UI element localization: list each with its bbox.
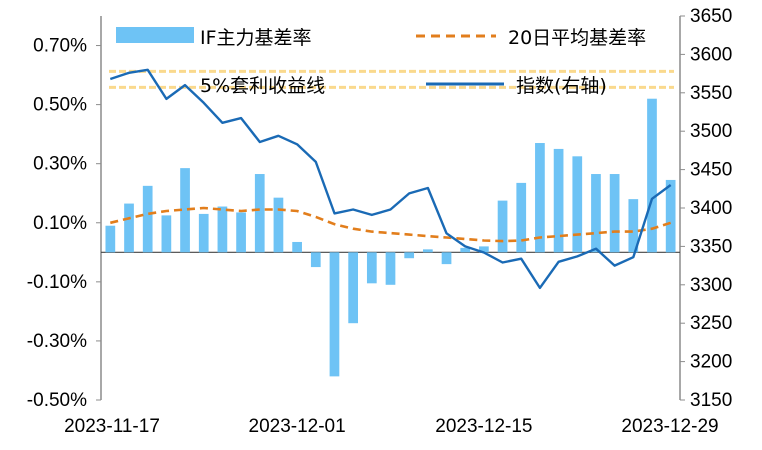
series-lines xyxy=(109,68,674,290)
basis-bar xyxy=(591,174,601,253)
basis-bar xyxy=(609,174,620,253)
basis-bar xyxy=(142,185,153,253)
legend-label: 5%套利收益线 xyxy=(200,75,325,97)
right-tick-label: 3250 xyxy=(690,313,732,334)
left-tick-label: -0.30% xyxy=(27,331,87,352)
right-tick-label: 3350 xyxy=(690,236,732,257)
left-tick-label: 0.70% xyxy=(33,36,87,57)
index-line xyxy=(109,68,672,290)
basis-bar xyxy=(422,249,433,253)
legend-swatch-bar xyxy=(116,27,194,43)
x-tick-label: 2023-12-01 xyxy=(249,416,346,437)
basis-bar xyxy=(236,212,246,253)
basis-bar xyxy=(254,174,265,253)
basis-bar xyxy=(180,168,190,253)
axes-layer: -0.50% -0.30% -0.10% 0.10% 0.30% 0.50% 0.70% 31… xyxy=(27,6,732,437)
right-tick-label: 3600 xyxy=(690,44,732,65)
right-tick-label: 3150 xyxy=(690,390,732,411)
basis-bar xyxy=(366,252,377,284)
x-tick-label: 2023-12-29 xyxy=(621,416,718,437)
basis-bar xyxy=(217,206,228,253)
right-tick-label: 3200 xyxy=(690,352,732,373)
right-tick-label: 3650 xyxy=(690,6,732,27)
ma20-basis-line xyxy=(109,206,672,243)
left-tick-label: 0.50% xyxy=(33,95,87,116)
basis-bar xyxy=(497,200,508,253)
basis-bar xyxy=(161,215,172,253)
left-tick-label: -0.10% xyxy=(27,272,87,293)
basis-bar xyxy=(105,225,116,253)
legend: IF主力基差率 20日平均基差率 5%套利收益线 指数(右轴) xyxy=(116,27,646,97)
legend-label: IF主力基差率 xyxy=(200,27,312,49)
basis-bar xyxy=(647,98,657,253)
basis-bar xyxy=(348,252,359,324)
right-tick-label: 3400 xyxy=(690,198,732,219)
right-tick-label: 3550 xyxy=(690,83,732,104)
basis-bar xyxy=(553,148,564,253)
basis-bar xyxy=(441,252,452,265)
right-tick-label: 3450 xyxy=(690,160,732,181)
left-tick-label: 0.10% xyxy=(33,213,87,234)
basis-bar xyxy=(329,252,340,377)
left-tick-label: -0.50% xyxy=(27,390,87,411)
basis-bar xyxy=(479,246,489,253)
basis-bar xyxy=(292,241,302,253)
basis-bar xyxy=(535,143,545,253)
x-tick-label: 2023-11-17 xyxy=(64,416,160,437)
legend-label: 20日平均基差率 xyxy=(508,27,646,49)
basis-bar xyxy=(198,213,209,253)
legend-label: 指数(右轴) xyxy=(516,75,607,97)
right-tick-label: 3300 xyxy=(690,275,732,296)
left-tick-label: 0.30% xyxy=(33,154,87,175)
basis-bar xyxy=(572,156,583,253)
basis-bar xyxy=(516,182,527,253)
basis-bar xyxy=(404,252,415,259)
basis-bar xyxy=(665,179,676,253)
basis-bar xyxy=(385,252,396,285)
basis-bar xyxy=(124,203,134,253)
x-tick-label: 2023-12-15 xyxy=(435,416,532,437)
basis-bar xyxy=(273,197,284,253)
basis-bar xyxy=(460,247,471,253)
basis-bar xyxy=(310,252,321,268)
right-tick-label: 3500 xyxy=(690,121,732,142)
basis-bars xyxy=(105,98,676,377)
basis-bar xyxy=(628,199,639,253)
